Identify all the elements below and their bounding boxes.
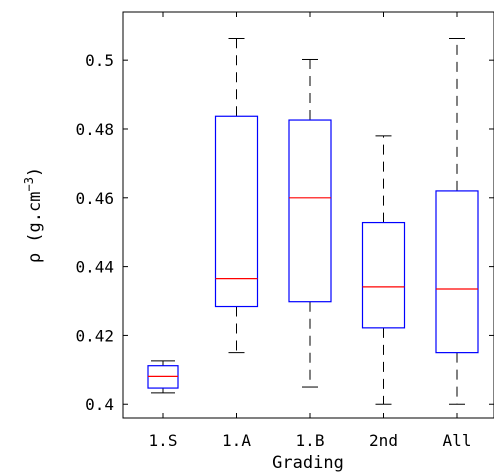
box-iqr [214,115,259,308]
x-tick-label: All [443,431,472,450]
y-axis-label-superscript: −3 [22,177,36,191]
box-group [361,135,406,405]
box-group [435,37,479,405]
box-iqr [435,190,479,354]
plot-frame [122,11,494,419]
box-iqr [361,221,406,329]
y-axis-label-main: ρ (g.cm [25,192,45,264]
x-tick-label: 1.B [296,431,325,450]
x-tick-label: 2nd [369,431,398,450]
box-series [147,37,479,405]
y-axis-label-close: ) [25,167,45,177]
y-tick-label: 0.42 [75,326,114,345]
x-tick-label: 1.A [222,431,251,450]
y-tick-label: 0.5 [85,51,114,70]
box-group [214,37,259,354]
x-tick-label: 1.S [149,431,178,450]
y-tick-label: 0.46 [75,189,114,208]
box-group [147,360,179,394]
y-tick-label: 0.4 [85,395,114,414]
y-tick-label: 0.44 [75,258,114,277]
box-group [288,58,332,388]
box-iqr [288,119,332,303]
y-tick-label: 0.48 [75,120,114,139]
axis-ticks: 0.4 0.42 0.44 0.46 0.48 0.5 1.S 1.A 1.B 2nd All [75,12,494,450]
x-axis-label: Grading [272,453,344,472]
y-axis-label: ρ (g.cm−3) [22,167,45,263]
